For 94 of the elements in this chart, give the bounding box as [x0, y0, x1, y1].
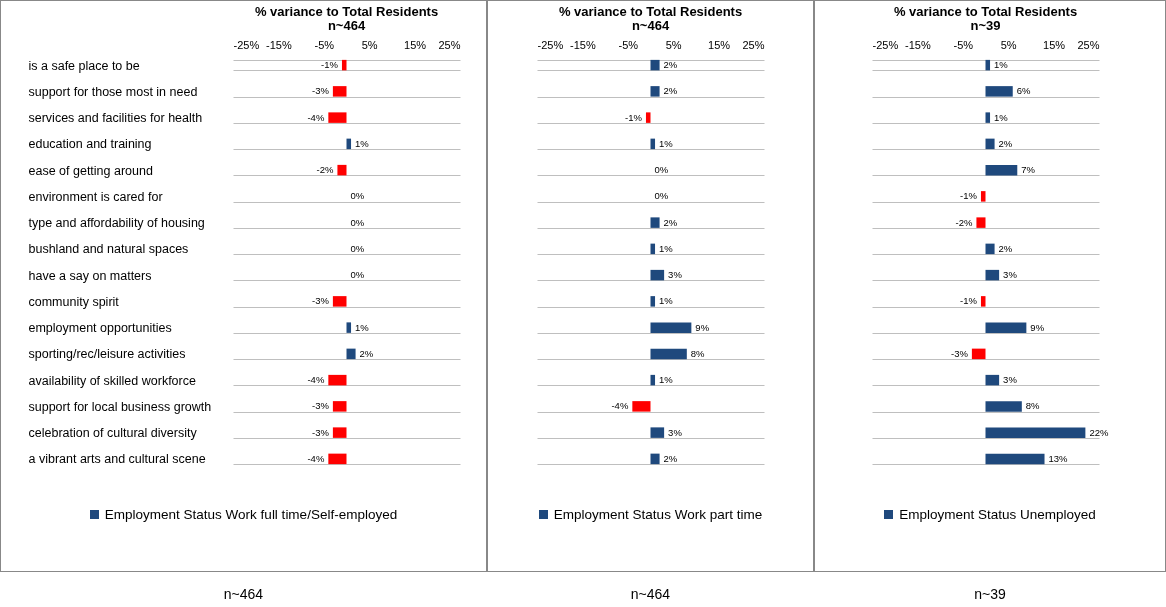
legend-label: Employment Status Work full time/Self-employed [104, 507, 398, 522]
data-label: 22% [1088, 426, 1109, 438]
x-tick-label: 25% [1076, 38, 1100, 51]
y-tick-label: a vibrant arts and cultural scene [28, 452, 206, 467]
data-label: 13% [1048, 452, 1068, 464]
x-tick-label: 5% [665, 38, 682, 51]
x-tick-label: 25% [742, 38, 765, 51]
data-label: 0% [350, 190, 365, 202]
x-tick-label: 5% [361, 38, 378, 51]
y-tick-label: have a say on matters [28, 268, 151, 283]
data-label: 8% [1025, 400, 1040, 412]
x-tick-label: 15% [403, 38, 426, 51]
y-tick-label: availability of skilled workforce [28, 373, 196, 388]
x-tick-label: -5% [314, 38, 334, 51]
data-label: 0% [350, 269, 365, 281]
y-tick-label: environment is cared for [28, 189, 163, 204]
data-label: 0% [654, 190, 669, 202]
data-label: 3% [668, 426, 683, 438]
x-tick-label: -25% [537, 38, 564, 51]
chart-title: % variance to Total Residents [893, 4, 1077, 19]
y-tick-label: community spirit [28, 294, 119, 309]
data-label: 6% [1016, 85, 1031, 97]
data-label: 3% [1002, 374, 1017, 386]
data-label: 1% [993, 59, 1008, 71]
text: n~464 [629, 585, 672, 602]
x-tick-label: 15% [1042, 38, 1065, 51]
y-tick-label: services and facilities for health [28, 111, 202, 126]
data-label: 7% [1020, 164, 1036, 176]
data-label: 1% [659, 137, 674, 149]
x-tick-label: 15% [708, 38, 731, 51]
x-tick-label: -15% [904, 38, 931, 51]
text: n~464 [222, 585, 265, 602]
data-label: -2% [955, 216, 973, 228]
data-label: 0% [350, 216, 365, 228]
data-label: -2% [316, 164, 334, 176]
y-tick-label: education and training [28, 137, 152, 152]
data-label: -1% [959, 190, 977, 202]
data-label: 2% [359, 347, 374, 359]
data-label: -4% [306, 374, 325, 386]
legend-label: Employment Status Unemployed [899, 507, 1096, 522]
data-label: 1% [354, 137, 369, 149]
data-label: 2% [663, 59, 678, 71]
data-label: 2% [998, 242, 1013, 254]
y-tick-label: support for those most in need [28, 84, 197, 99]
data-label: 1% [659, 295, 674, 307]
chart-title: % variance to Total Residents [558, 4, 743, 19]
x-tick-label: -15% [265, 38, 292, 51]
text: n~39 [973, 585, 1007, 602]
x-tick-label: 25% [437, 38, 461, 51]
x-tick-label: -5% [618, 38, 639, 51]
data-label: -4% [306, 111, 325, 123]
chart-subtitle: n~464 [631, 18, 670, 33]
data-label: -1% [625, 111, 643, 123]
data-label: 2% [663, 216, 678, 228]
data-label: -3% [950, 347, 968, 359]
data-label: 9% [1029, 321, 1045, 333]
x-tick-label: 5% [1000, 38, 1017, 51]
data-label: 1% [659, 242, 674, 254]
y-tick-label: support for local business growth [28, 399, 211, 414]
data-label: -3% [311, 426, 329, 438]
data-label: -4% [611, 400, 629, 412]
data-label: -3% [311, 295, 329, 307]
y-tick-label: celebration of cultural diversity [28, 426, 197, 441]
data-label: 0% [350, 242, 365, 254]
data-label: 1% [993, 111, 1008, 123]
data-label: 3% [1002, 269, 1017, 281]
x-tick-label: -25% [233, 38, 259, 51]
x-tick-label: -25% [872, 38, 898, 51]
y-tick-label: bushland and natural spaces [28, 242, 188, 257]
data-label: 1% [354, 321, 369, 333]
data-label: -3% [311, 85, 329, 97]
data-label: -1% [959, 295, 977, 307]
legend-label: Employment Status Work part time [553, 507, 763, 522]
data-label: 2% [663, 85, 678, 97]
data-label: 3% [668, 269, 683, 281]
y-tick-label: is a safe place to be [28, 58, 140, 73]
data-label: 8% [690, 347, 706, 359]
x-tick-label: -5% [953, 38, 973, 51]
y-tick-label: ease of getting around [28, 163, 153, 178]
chart-subtitle: n~464 [327, 18, 366, 33]
chart-title: % variance to Total Residents [254, 4, 438, 19]
data-label: 2% [998, 137, 1013, 149]
y-tick-label: type and affordability of housing [28, 216, 205, 231]
data-label: 0% [654, 164, 669, 176]
x-tick-label: -15% [570, 38, 596, 51]
data-label: 1% [659, 374, 674, 386]
data-label: -3% [311, 400, 329, 412]
data-label: -1% [320, 59, 338, 71]
y-tick-label: sporting/rec/leisure activities [28, 347, 186, 362]
chart-subtitle: n~39 [970, 18, 1000, 33]
data-label: 2% [663, 452, 678, 464]
data-label: 9% [695, 321, 710, 333]
data-label: -4% [306, 452, 325, 464]
y-tick-label: employment opportunities [28, 321, 172, 336]
